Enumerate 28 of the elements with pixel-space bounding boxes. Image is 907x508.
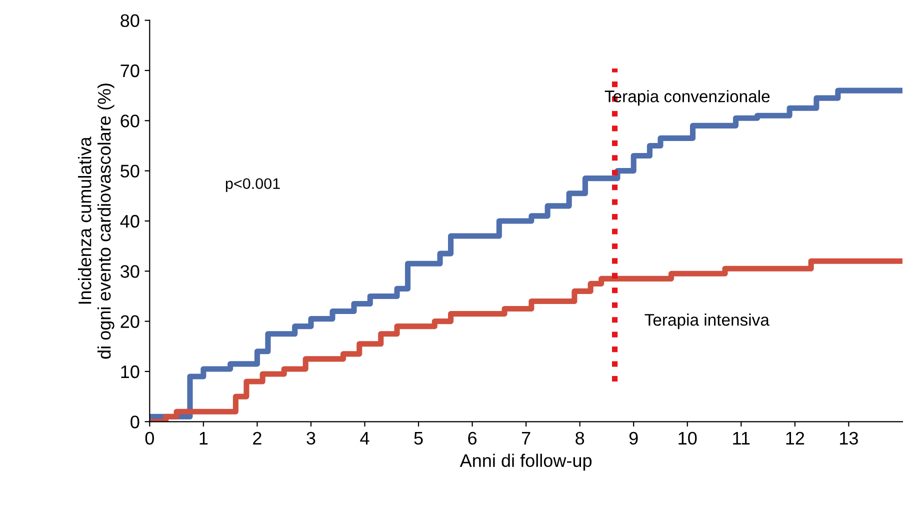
annotation: p<0.001 — [226, 178, 280, 192]
x-tick-label: 1 — [200, 432, 208, 444]
x-tick-label: 10 — [678, 432, 697, 445]
y-axis-title: Incidenza cumulativa di ogni evento cardiovascolare (%) — [78, 84, 114, 359]
x-tick-label: 9 — [629, 432, 638, 445]
x-tick-label: 2 — [253, 432, 262, 444]
x-axis-title: Anni di follow-up — [460, 454, 592, 471]
y-tick-label: 60 — [120, 114, 140, 128]
x-tick-label: 5 — [414, 432, 423, 445]
x-tick-label: 11 — [733, 432, 750, 444]
x-tick-label: 6 — [468, 432, 477, 445]
series-label: Terapia convenzionale — [604, 90, 770, 106]
y-tick-label: 80 — [120, 14, 140, 28]
x-tick-label: 13 — [840, 432, 858, 445]
x-tick-label: 8 — [576, 432, 584, 445]
y-tick-label: 0 — [130, 416, 140, 428]
y-tick-label: 50 — [120, 164, 140, 178]
y-tick-label: 40 — [120, 214, 140, 228]
x-tick-label: 12 — [786, 432, 804, 444]
x-tick-label: 0 — [145, 432, 154, 445]
text: Terapia intensiva — [644, 314, 770, 330]
y-tick-label: 20 — [120, 315, 140, 328]
x-tick-label: 4 — [360, 432, 370, 444]
y-tick-label: 10 — [121, 365, 140, 378]
y-tick-label: 30 — [120, 265, 140, 278]
y-tick-label: 70 — [120, 64, 140, 78]
x-tick-label: 3 — [306, 432, 316, 445]
x-tick-label: 7 — [522, 432, 530, 444]
